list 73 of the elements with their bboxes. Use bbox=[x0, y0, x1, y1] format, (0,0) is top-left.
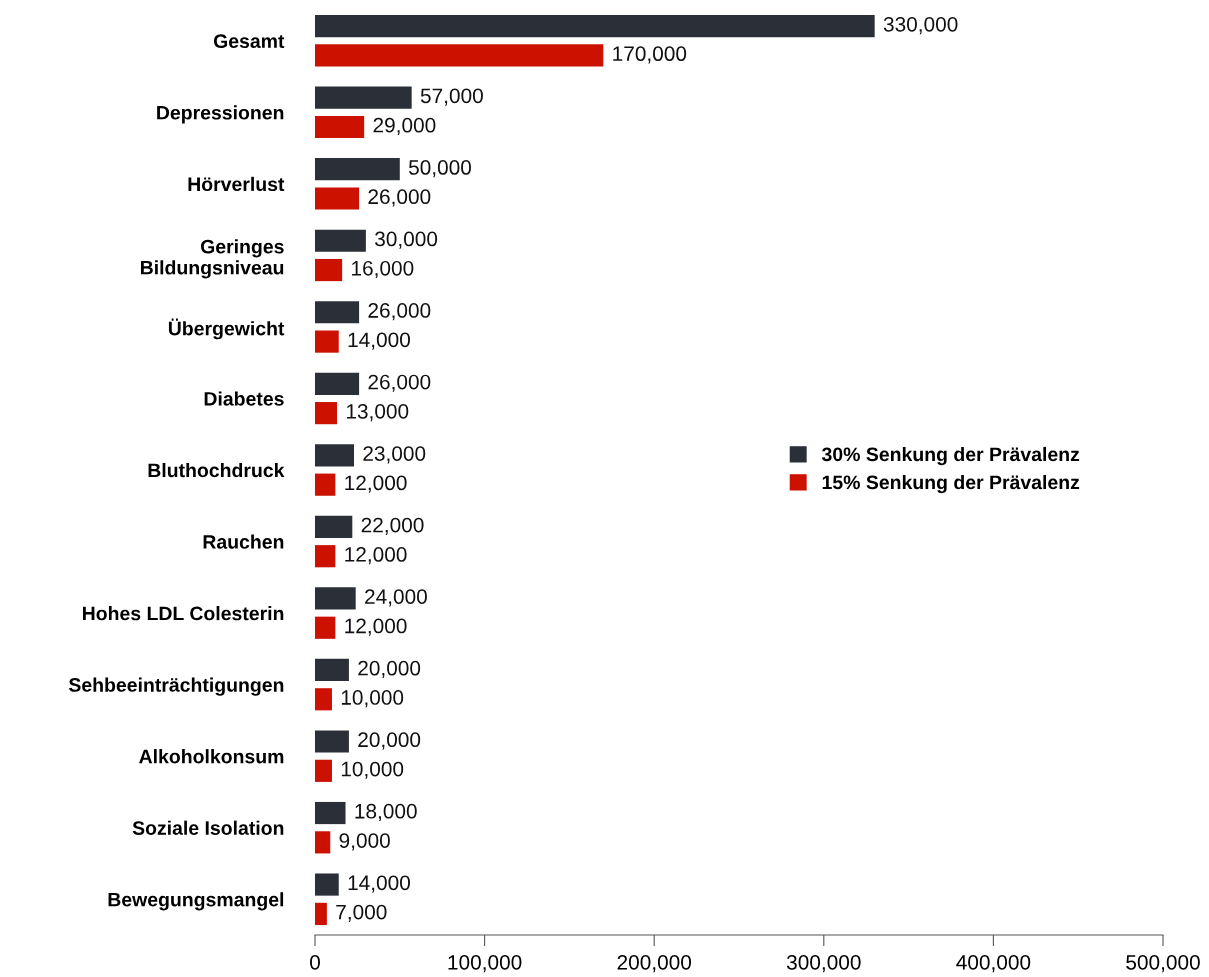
data-label: 9,000 bbox=[339, 833, 390, 851]
bar bbox=[315, 158, 400, 181]
bar bbox=[315, 759, 332, 782]
data-label: 26,000 bbox=[368, 189, 431, 207]
bar bbox=[315, 258, 343, 282]
data-label: 23,000 bbox=[363, 446, 426, 464]
data-label: 20,000 bbox=[358, 660, 421, 678]
bar bbox=[315, 86, 412, 109]
bar bbox=[315, 801, 346, 825]
x-tick-label: 300,000 bbox=[786, 954, 861, 973]
y-tick-label: Übergewicht bbox=[168, 318, 285, 340]
data-label: 14,000 bbox=[348, 875, 410, 893]
bar bbox=[315, 902, 327, 925]
y-tick-label: Depressionen bbox=[157, 105, 284, 124]
x-tick-label: 200,000 bbox=[617, 954, 692, 973]
y-tick-label: Alkoholkonsum bbox=[139, 749, 284, 764]
data-label: 26,000 bbox=[368, 374, 431, 392]
data-label: 24,000 bbox=[365, 589, 427, 607]
y-tick-label: Rauchen bbox=[203, 534, 284, 549]
y-tick-label: Bewegungsmangel bbox=[108, 892, 284, 911]
data-label: 13,000 bbox=[346, 403, 409, 422]
bar bbox=[315, 44, 604, 67]
bar bbox=[315, 372, 360, 395]
bar bbox=[315, 402, 338, 425]
data-label: 50,000 bbox=[408, 160, 472, 178]
bar bbox=[315, 616, 336, 639]
y-tick-label: Hohes LDL Colesterin bbox=[82, 606, 284, 621]
bar bbox=[315, 15, 875, 38]
x-tick-label: 500,000 bbox=[1126, 954, 1200, 973]
data-label: 330,000 bbox=[883, 16, 958, 35]
bar bbox=[315, 545, 336, 568]
bar bbox=[315, 831, 331, 854]
data-label: 16,000 bbox=[352, 260, 414, 279]
bar bbox=[315, 587, 356, 610]
data-label: 10,000 bbox=[341, 761, 404, 779]
data-label: 12,000 bbox=[345, 618, 407, 636]
bar bbox=[315, 873, 339, 896]
bar bbox=[315, 229, 366, 252]
data-label: 12,000 bbox=[345, 475, 407, 493]
y-tick-label: Geringes Bildungsniveau bbox=[140, 239, 284, 279]
y-tick-label: Bluthochdruck bbox=[148, 462, 285, 478]
x-tick-label: 0 bbox=[310, 954, 320, 970]
data-label: 22,000 bbox=[361, 517, 424, 535]
data-label: 29,000 bbox=[373, 117, 436, 136]
y-tick-label: Gesamt bbox=[213, 34, 285, 49]
data-label: 57,000 bbox=[420, 88, 483, 106]
bar bbox=[315, 187, 360, 210]
data-label: 14,000 bbox=[348, 332, 410, 350]
bar bbox=[315, 301, 360, 324]
data-label: 12,000 bbox=[345, 547, 407, 565]
x-tick-label: 100,000 bbox=[448, 954, 522, 973]
y-tick-label: Sehbeeinträchtigungen bbox=[68, 677, 284, 696]
data-label: 20,000 bbox=[358, 732, 421, 750]
bar bbox=[315, 330, 339, 353]
data-label: 170,000 bbox=[613, 46, 687, 64]
data-label: 7,000 bbox=[336, 904, 387, 922]
bar bbox=[315, 473, 336, 496]
x-tick-label: 400,000 bbox=[956, 954, 1031, 973]
y-tick-label: Hörverlust bbox=[188, 176, 285, 192]
data-label: 30,000 bbox=[375, 231, 438, 249]
bar bbox=[315, 515, 353, 538]
bar bbox=[315, 688, 332, 711]
data-label: 10,000 bbox=[341, 690, 404, 708]
y-tick-label: Soziale Isolation bbox=[132, 820, 284, 835]
data-label: 26,000 bbox=[368, 303, 431, 321]
legend-label: 30% Senkung der Prävalenz bbox=[821, 446, 1080, 466]
bar bbox=[315, 658, 349, 682]
y-tick-label: Diabetes bbox=[204, 391, 284, 406]
legend-label: 15% Senkung der Prävalenz bbox=[822, 474, 1080, 494]
bar bbox=[315, 444, 355, 467]
bar bbox=[315, 115, 365, 139]
data-label: 18,000 bbox=[355, 803, 417, 822]
bar bbox=[315, 730, 349, 753]
